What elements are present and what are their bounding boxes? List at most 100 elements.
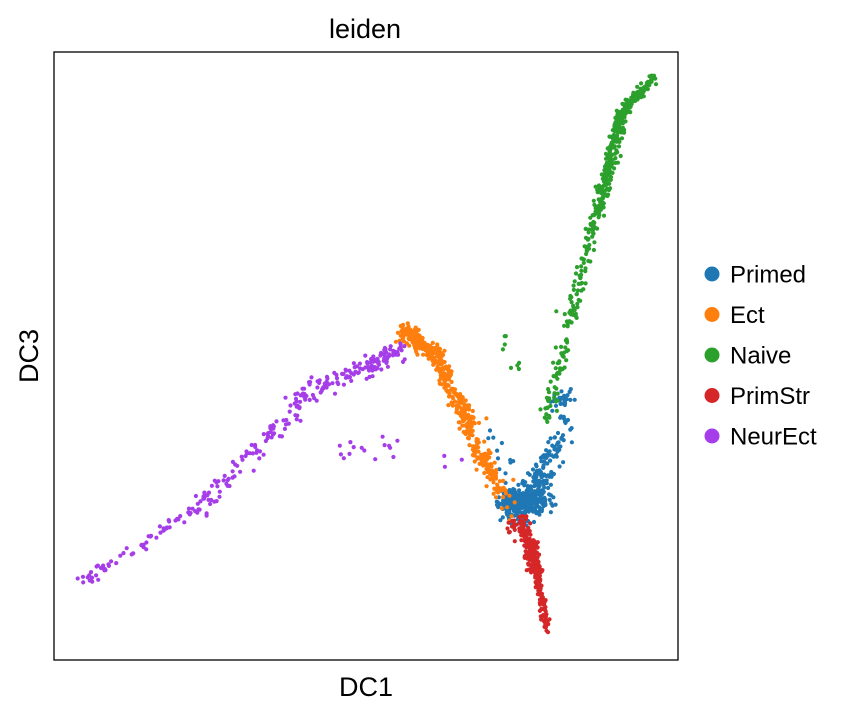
point-primstr [534,569,539,575]
point-neurect [293,392,298,397]
point-naive [559,344,564,349]
point-primstr [538,568,544,573]
point-primed [521,493,526,498]
point-primed [549,501,554,506]
point-neurect [202,490,207,495]
point-naive [628,110,633,115]
point-naive [554,371,559,377]
legend-item-primstr: PrimStr [704,383,810,410]
point-primed [541,482,546,487]
point-naive [557,360,562,365]
point-primed [525,471,531,476]
point-primed [556,440,561,445]
point-ect [491,480,496,485]
point-naive [516,366,522,372]
point-neurect [114,561,119,566]
point-naive [546,387,551,392]
point-neurect [230,469,235,474]
point-neurect [232,474,237,479]
point-primed [548,482,554,487]
point-primed [495,448,500,453]
point-neurect [288,403,293,408]
point-neurect [343,368,349,373]
point-naive [601,201,606,206]
point-naive [554,408,560,413]
point-primstr [542,598,547,603]
point-primed [516,499,522,504]
point-neurect [144,547,149,552]
point-ect [500,488,505,493]
point-naive [635,89,640,94]
point-neurect [366,365,371,370]
point-neurect [375,356,380,361]
point-neurect [129,552,134,557]
point-neurect [251,468,256,473]
point-ect [393,339,398,344]
point-ect [496,489,501,494]
point-neurect [334,372,339,377]
point-naive [581,260,586,265]
point-ect [420,340,425,345]
point-neurect [96,577,101,582]
point-neurect [298,418,303,423]
point-naive [545,419,550,424]
point-neurect [214,499,219,504]
point-naive [592,202,597,207]
point-naive [579,264,584,269]
point-naive [573,314,579,319]
point-ect [442,359,447,365]
point-primed [550,408,555,413]
point-primed [530,467,536,472]
point-naive [590,234,595,239]
point-naive [622,127,627,132]
point-primed [551,471,557,477]
point-primed [542,472,547,477]
point-neurect [341,382,346,387]
point-ect [485,470,490,475]
point-primed [487,428,493,433]
point-neurect [384,355,389,360]
point-neurect [204,513,209,518]
point-ect [484,416,489,421]
point-neurect [157,524,162,529]
point-neurect [75,576,80,581]
point-neurect [347,451,352,456]
point-neurect [182,520,187,525]
point-primstr [535,580,540,585]
point-naive [542,415,547,420]
point-naive [618,153,623,159]
point-neurect [302,391,307,397]
point-naive [562,312,567,317]
point-naive [555,391,560,396]
point-naive [584,251,589,257]
point-primstr [538,601,543,606]
point-primed [533,462,539,467]
point-neurect [402,344,407,349]
point-neurect [353,369,358,374]
point-naive [605,193,610,199]
point-neurect [225,478,230,483]
point-ect [470,453,475,458]
point-primed [559,389,564,394]
point-naive [617,139,622,144]
point-naive [607,181,612,186]
point-ect [485,456,490,462]
point-primed [568,397,573,402]
point-ect [430,358,435,363]
point-ect [452,399,458,404]
point-neurect [190,506,195,511]
point-primed [572,397,577,402]
point-primed [513,490,518,495]
point-neurect [196,507,201,512]
point-naive [635,84,640,89]
point-primed [533,478,538,483]
point-neurect [94,573,99,578]
point-neurect [95,563,100,568]
point-naive [615,127,621,132]
point-primed [522,501,527,506]
point-ect [464,429,469,434]
point-ect [491,491,496,496]
point-naive [597,186,602,191]
point-neurect [354,364,359,369]
point-naive [615,160,621,165]
